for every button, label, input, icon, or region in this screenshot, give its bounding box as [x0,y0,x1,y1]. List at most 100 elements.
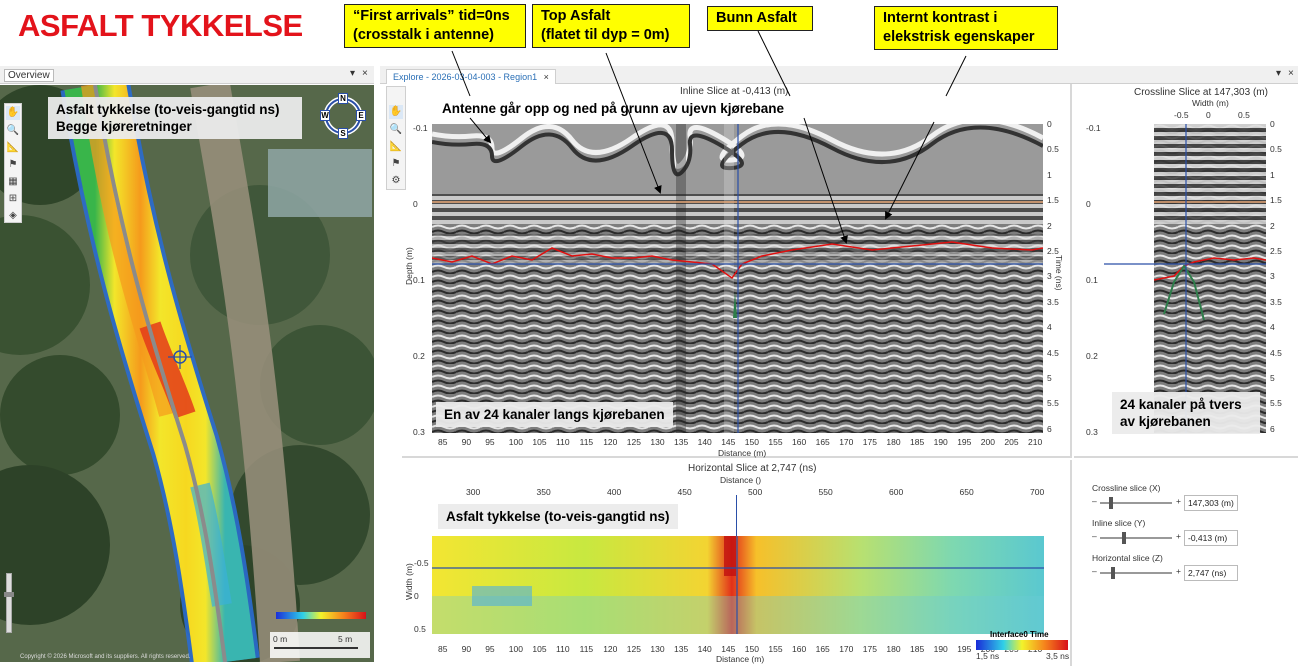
inline-annotation: Antenne går opp og ned på grunn av ujevn… [442,101,785,116]
inline-ttick-7: 3.5 [1047,296,1059,307]
horizontal-slider-plus[interactable]: + [1176,566,1181,576]
crossline-slider[interactable]: – + [1092,495,1184,511]
grid-icon[interactable]: ▦ [8,176,18,187]
horiz-xtick-2: 95 [485,644,495,654]
horiz-toptick-6: 600 [889,487,904,497]
overview-tab[interactable]: Overview [4,69,54,82]
cross-dtick-1: 0 [1086,199,1091,209]
horizontal-slider[interactable]: – + [1092,565,1184,581]
crossline-slider-thumb[interactable] [1108,497,1113,509]
horizontal-map[interactable] [432,536,1044,634]
inline-xtick-1: 90 [461,437,472,447]
horizontal-xlabel: Distance (m) [716,654,765,664]
horizontal-label: Asfalt tykkelse (to-veis-gangtid ns) [438,504,678,529]
crossline-value-field[interactable]: 147,303 (m) [1184,495,1238,511]
inline-ttick-9: 4.5 [1047,347,1059,358]
inline-xtick-15: 160 [792,437,807,447]
explore-tab-label: Explore - 2026-03-04-003 - Region1 [393,72,538,82]
crop-icon[interactable]: ⊞ [8,193,18,204]
horiz-xtick-22: 195 [957,644,972,654]
horizontal-top-axis-label: Distance () [720,475,762,485]
crossline-radargram[interactable] [1154,124,1266,433]
inline-radargram[interactable] [432,124,1043,433]
inline-xtick-18: 175 [862,437,877,447]
inline-xtick-20: 185 [910,437,925,447]
pan-icon[interactable]: ✋ [6,106,20,120]
inline-slider-thumb[interactable] [1121,532,1126,544]
inline-ttick-0: 0 [1047,119,1052,129]
horiz-xtick-20: 185 [910,644,925,654]
layers-icon[interactable]: ◈ [9,210,17,221]
explore-pin-icon[interactable]: ▾ [1276,68,1282,79]
inline-slider-plus[interactable]: + [1176,531,1181,541]
crossline-slider-label: Crossline slice (X) [1092,483,1161,493]
zoom-slider-handle[interactable] [4,592,14,597]
compass-e: E [356,110,366,121]
inline-y2label: Time (ns) [1054,255,1064,291]
inline-xtick-2: 95 [485,437,495,447]
overview-label: Asfalt tykkelse (to-veis-gangtid ns) Beg… [48,97,302,139]
crossline-blank [1104,124,1154,433]
inline-slider[interactable]: – + [1092,530,1184,546]
explore-tab-close-icon[interactable]: × [543,72,549,82]
crossline-xlabel: Width (m) [1192,98,1229,108]
inline-xtick-3: 100 [508,437,523,447]
inline-ttick-12: 6 [1047,423,1052,434]
explore-settings-icon[interactable]: ⚙ [391,175,401,186]
inline-dtick-0: -0.1 [413,123,428,133]
callout-internt-line2: elekstrisk egenskaper [883,29,1035,45]
horizontal-value-field[interactable]: 2,747 (ns) [1184,565,1238,581]
crossline-label: 24 kanaler på tvers av kjørebanen [1112,392,1260,434]
inline-label: En av 24 kanaler langs kjørebanen [436,402,673,427]
cross-ttick-1: 0.5 [1270,144,1282,155]
inline-ttick-1: 0.5 [1047,144,1059,155]
inline-ttick-8: 4 [1047,322,1052,333]
horizontal-map-svg [432,536,1044,634]
inline-xtick-11: 140 [697,437,712,447]
cross-ttick-9: 4.5 [1270,347,1282,358]
compass-widget[interactable]: N S E W [320,93,366,139]
inline-slider-minus[interactable]: – [1092,531,1097,541]
inline-dtick-2: 0.1 [413,275,425,285]
crossline-slider-plus[interactable]: + [1176,496,1181,506]
inline-slider-label: Inline slice (Y) [1092,518,1146,528]
inline-xtick-23: 200 [980,437,995,447]
horiz-xtick-16: 165 [815,644,830,654]
inline-ttick-3: 1.5 [1047,195,1059,206]
inline-xtick-10: 135 [674,437,689,447]
legend-title: Interface0 Time [990,630,1049,639]
zoom-slider[interactable] [4,573,14,633]
flag-icon[interactable]: ⚑ [8,159,18,170]
overview-pin-icon[interactable]: ▾ [350,68,356,79]
explore-measure-icon[interactable]: 📐 [389,141,403,152]
inline-xtick-9: 130 [650,437,665,447]
map-copyright: Copyright © 2026 Microsoft and its suppl… [20,654,191,660]
horiz-xtick-4: 105 [532,644,547,654]
inline-value-field[interactable]: -0,413 (m) [1184,530,1238,546]
horizontal-slider-thumb[interactable] [1110,567,1115,579]
explore-pan-icon[interactable]: ✋ [389,105,403,119]
cross-dtick-3: 0.2 [1086,351,1098,361]
inline-xtick-16: 165 [815,437,830,447]
explore-close-icon[interactable]: × [1288,68,1294,79]
cross-xtick-2: 0.5 [1238,110,1250,120]
explore-flag-icon[interactable]: ⚑ [391,158,401,169]
horizontal-slider-minus[interactable]: – [1092,566,1097,576]
overview-header: Overview ▾ × [0,66,374,84]
overview-close-icon[interactable]: × [362,68,368,79]
crossline-slider-minus[interactable]: – [1092,496,1097,506]
cross-xtick-1: 0 [1206,110,1211,120]
explore-zoom-icon[interactable]: 🔍 [389,124,403,135]
explore-tab[interactable]: Explore - 2026-03-04-003 - Region1 × [386,69,556,84]
cross-ttick-2: 1 [1270,169,1275,180]
color-legend: Interface0 Time 1,5 ns 3,5 ns [976,630,1070,664]
overview-map[interactable]: ✋ 🔍 📐 ⚑ ▦ ⊞ ◈ Asfalt tykkelse (to-veis-g… [0,85,374,662]
measure-icon[interactable]: 📐 [6,142,20,153]
scale-label-0: 0 m [273,634,288,644]
horiz-xtick-9: 130 [650,644,665,654]
overview-toolbar: ✋ 🔍 📐 ⚑ ▦ ⊞ ◈ [4,103,22,223]
zoom-icon[interactable]: 🔍 [6,125,20,136]
inline-xtick-4: 105 [532,437,547,447]
inline-xtick-6: 115 [579,437,594,447]
horiz-xtick-11: 140 [697,644,712,654]
